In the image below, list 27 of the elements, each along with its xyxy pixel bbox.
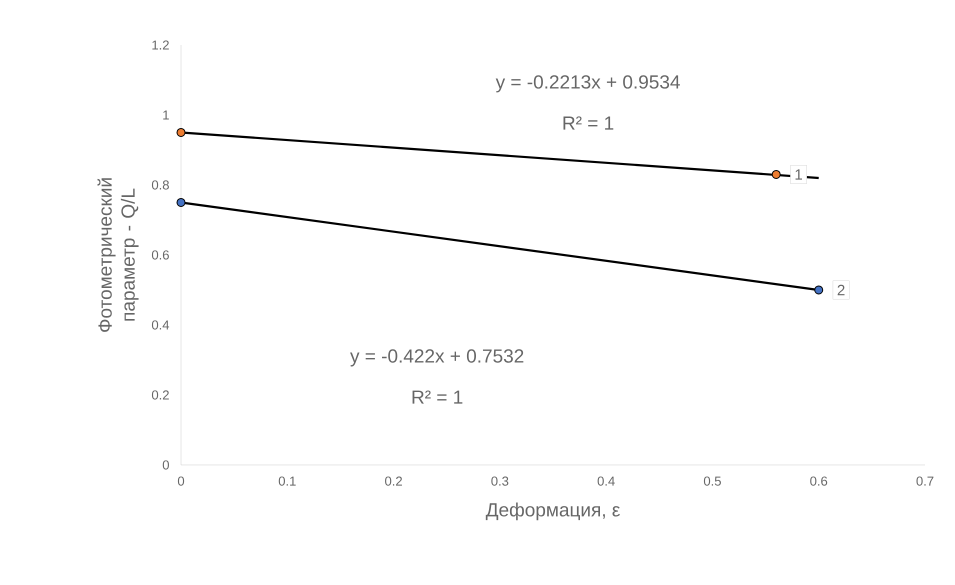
series-label: 1 [796,169,802,180]
x-tick-label: 0 [178,476,184,486]
annotation: y = -0.422x + 0.7532 [350,349,524,366]
y-tick-label: 0.4 [152,320,170,330]
point [814,285,824,294]
x-tick-label: 0.2 [385,476,402,486]
y-tick-label: 1 [163,110,169,120]
y-tick-label: 0.6 [152,250,169,260]
x-axis-title: Деформация, ε [486,502,620,520]
y-tick-label: 0.8 [152,180,169,190]
x-tick-label: 0.5 [704,476,721,486]
y-tick-label: 0.2 [152,390,169,400]
y-axis-title: Фотометрический параметр - Q/L [98,178,139,332]
annotation: R² = 1 [564,116,614,130]
point [176,128,186,137]
series-label: 2 [838,284,845,296]
x-tick-label: 0.1 [278,476,296,486]
point [176,198,186,207]
annotation: y = -0.2213x + 0.9534 [496,75,680,92]
x-tick-label: 0.3 [491,476,508,486]
point [772,170,781,179]
y-tick-label: 1.2 [152,40,169,50]
x-tick-label: 0.6 [810,476,828,486]
x-tick-label: 0.4 [598,476,615,486]
x-tick-label: 0.7 [916,476,934,486]
y-tick-label: 0 [162,460,169,470]
annotation: R² = 1 [412,390,462,404]
